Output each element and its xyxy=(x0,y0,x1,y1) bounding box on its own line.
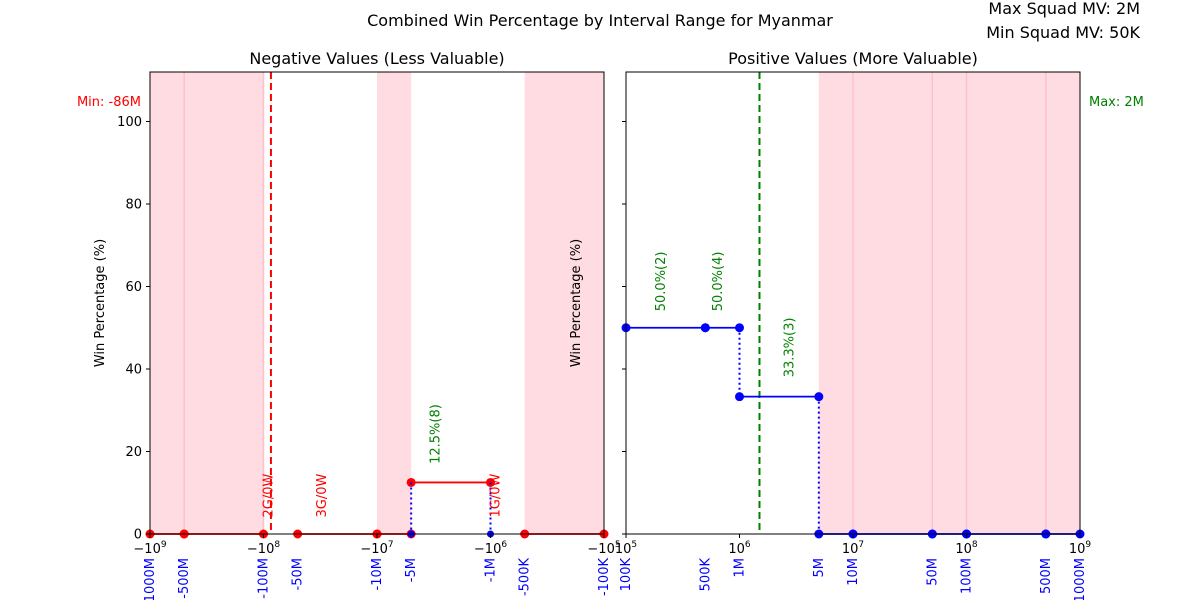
annotation-label: 2G/0W xyxy=(262,474,277,518)
interval-tick-label: 5M xyxy=(812,558,827,578)
interval-tick-label: 100K xyxy=(619,558,634,592)
shaded-range xyxy=(853,72,933,534)
interval-tick-label: 1M xyxy=(733,558,748,578)
y-axis-label: Win Percentage (%) xyxy=(569,239,584,367)
interval-tick-label: 1000M xyxy=(1073,558,1088,600)
y-tick-label: 20 xyxy=(125,445,142,460)
shaded-range xyxy=(184,72,264,534)
interval-tick-label: 10M xyxy=(846,558,861,586)
figure-title: Combined Win Percentage by Interval Rang… xyxy=(367,11,833,30)
reference-line-label: Min: -86M xyxy=(77,95,141,110)
annotation-label: 33.3%(3) xyxy=(783,318,798,378)
shaded-range xyxy=(966,72,1046,534)
interval-tick-label: 50M xyxy=(925,558,940,586)
annotation-label: 3G/0W xyxy=(315,474,330,518)
data-point xyxy=(735,392,744,402)
annotation-label: 50.0%(2) xyxy=(654,252,669,312)
x-tick-label: −108 xyxy=(247,540,280,557)
annotation-label: 1G/0W xyxy=(489,474,504,518)
positive-values-panel: Max: 2M 50.0%(2) 50.0%(4) 33.3%(3) Win Perce… xyxy=(569,49,1144,600)
x-tick-label: 105 xyxy=(615,540,637,557)
max-squad-label: Max Squad MV: 2M xyxy=(988,0,1140,18)
panel-title: Positive Values (More Valuable) xyxy=(728,49,978,68)
data-point xyxy=(700,323,710,333)
negative-values-panel: Min: -86M 2G/0W 3G/0W 12.5%(8) 1G/0W 0 20 40 60 8… xyxy=(77,49,621,600)
y-tick-label: 60 xyxy=(125,280,142,295)
interval-tick-label: -100K xyxy=(597,558,612,597)
interval-tick-label: 500M xyxy=(1039,558,1054,594)
x-tick-label: −105 xyxy=(587,540,620,557)
min-squad-label: Min Squad MV: 50K xyxy=(986,23,1140,42)
interval-tick-label: -10M xyxy=(370,558,385,590)
interval-tick-label: -1000M xyxy=(143,558,158,600)
interval-tick-label: 500K xyxy=(698,558,713,592)
y-tick-label: 40 xyxy=(125,363,142,378)
x-tick-label: 106 xyxy=(728,540,751,557)
shaded-range xyxy=(524,72,604,534)
x-tick-label: −109 xyxy=(133,540,166,557)
shaded-range xyxy=(932,72,967,534)
shaded-range xyxy=(818,72,853,534)
interval-tick-label: -100M xyxy=(257,558,272,599)
interval-tick-label: -1M xyxy=(484,558,499,582)
shaded-range xyxy=(377,72,412,534)
panel-title: Negative Values (Less Valuable) xyxy=(249,49,504,68)
interval-tick-label: -500K xyxy=(518,558,533,597)
y-axis-label: Win Percentage (%) xyxy=(93,239,108,367)
reference-line-label: Max: 2M xyxy=(1089,95,1144,110)
y-tick-label: 80 xyxy=(125,198,142,213)
annotation-label: 50.0%(4) xyxy=(711,252,726,312)
interval-tick-label: -500M xyxy=(177,558,192,599)
shaded-range xyxy=(150,72,185,534)
x-tick-label: −107 xyxy=(360,540,393,557)
x-tick-label: −106 xyxy=(474,540,507,557)
x-tick-label: 107 xyxy=(842,540,864,557)
interval-tick-label: -50M xyxy=(291,558,306,590)
y-tick-label: 100 xyxy=(117,115,142,130)
x-tick-label: 108 xyxy=(955,540,978,557)
y-tick-label: 0 xyxy=(134,528,142,543)
interval-tick-label: -5M xyxy=(404,558,419,582)
interval-tick-label: 100M xyxy=(960,558,975,594)
annotation-label: 12.5%(8) xyxy=(429,404,444,464)
x-tick-label: 109 xyxy=(1069,540,1092,557)
shaded-range xyxy=(1045,72,1080,534)
